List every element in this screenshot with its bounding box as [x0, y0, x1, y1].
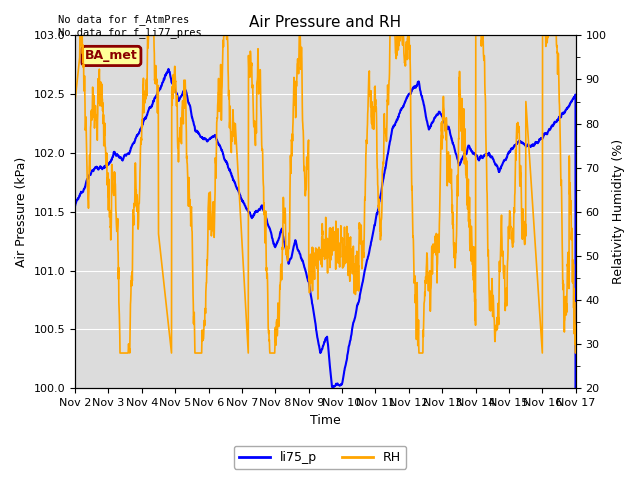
RH: [528, 191, 536, 196]
Line: li75_p: li75_p: [75, 69, 576, 480]
RH: [71, 98, 79, 104]
Y-axis label: Relativity Humidity (%): Relativity Humidity (%): [612, 139, 625, 284]
Text: No data for f_AtmPres
No data for f_li77_pres: No data for f_AtmPres No data for f_li77…: [58, 14, 202, 38]
li75_p: [340, 373, 348, 379]
RH: [116, 350, 124, 356]
Text: BA_met: BA_met: [85, 49, 138, 62]
RH: [542, 44, 550, 49]
Title: Air Pressure and RH: Air Pressure and RH: [250, 15, 401, 30]
RH: [340, 256, 348, 262]
RH: [351, 270, 358, 276]
RH: [572, 341, 580, 347]
RH: [471, 298, 479, 304]
li75_p: [351, 316, 358, 322]
Line: RH: RH: [75, 36, 576, 353]
X-axis label: Time: Time: [310, 414, 340, 427]
li75_p: [528, 143, 536, 148]
li75_p: [164, 66, 172, 72]
li75_p: [71, 204, 79, 209]
li75_p: [471, 150, 479, 156]
li75_p: [541, 131, 549, 137]
li75_p: [211, 132, 219, 138]
RH: [211, 189, 219, 194]
RH: [76, 33, 84, 38]
Y-axis label: Air Pressure (kPa): Air Pressure (kPa): [15, 156, 28, 267]
Legend: li75_p, RH: li75_p, RH: [234, 446, 406, 469]
